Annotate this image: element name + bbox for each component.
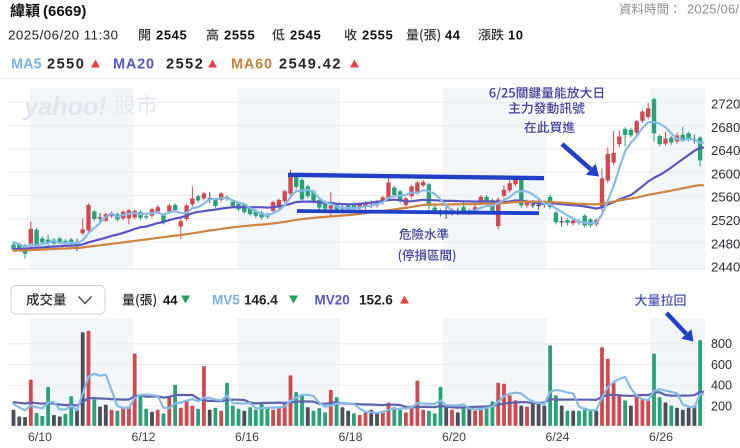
svg-text:44: 44 (163, 293, 178, 308)
svg-text:2545: 2545 (156, 28, 187, 43)
svg-text:2680: 2680 (711, 120, 740, 135)
svg-text:6/16: 6/16 (235, 430, 259, 444)
svg-text:400: 400 (711, 379, 732, 393)
svg-text:10: 10 (508, 28, 523, 43)
svg-text:6/10: 6/10 (28, 430, 52, 444)
svg-text:MA20: MA20 (113, 57, 155, 73)
svg-text:2552: 2552 (166, 57, 204, 73)
svg-text:MA60: MA60 (231, 57, 273, 73)
svg-text:6/18: 6/18 (339, 430, 363, 444)
svg-text:MV20: MV20 (315, 293, 350, 308)
svg-text:2549.42: 2549.42 (279, 57, 342, 73)
svg-text:2520: 2520 (711, 213, 740, 228)
svg-text:2720: 2720 (711, 97, 740, 112)
svg-text:2025/06/: 2025/06/ (687, 2, 739, 17)
svg-text:800: 800 (711, 337, 732, 351)
svg-text:2480: 2480 (711, 236, 740, 251)
svg-text:200: 200 (711, 400, 732, 414)
svg-text:6/20: 6/20 (442, 430, 466, 444)
svg-text:146.4: 146.4 (244, 293, 278, 308)
svg-text:2560: 2560 (711, 190, 740, 205)
svg-text:MV5: MV5 (212, 293, 240, 308)
svg-text:2555: 2555 (362, 28, 393, 43)
svg-text:2025/06/20 11:30: 2025/06/20 11:30 (8, 28, 119, 43)
svg-text:2440: 2440 (711, 260, 740, 275)
svg-text:MA5: MA5 (11, 57, 42, 73)
svg-text:2550: 2550 (47, 57, 85, 73)
svg-text:2600: 2600 (711, 166, 740, 181)
svg-text:6/12: 6/12 (132, 430, 156, 444)
svg-text:(6669): (6669) (43, 3, 86, 20)
svg-text:yahoo!: yahoo! (22, 91, 107, 121)
svg-text:600: 600 (711, 358, 732, 372)
svg-text:44: 44 (445, 28, 461, 43)
svg-text:2555: 2555 (224, 28, 255, 43)
svg-text:2545: 2545 (290, 28, 321, 43)
svg-text:6/24: 6/24 (546, 430, 570, 444)
svg-text:2640: 2640 (711, 143, 740, 158)
svg-text:152.6: 152.6 (359, 293, 393, 308)
svg-text:6/26: 6/26 (649, 430, 673, 444)
